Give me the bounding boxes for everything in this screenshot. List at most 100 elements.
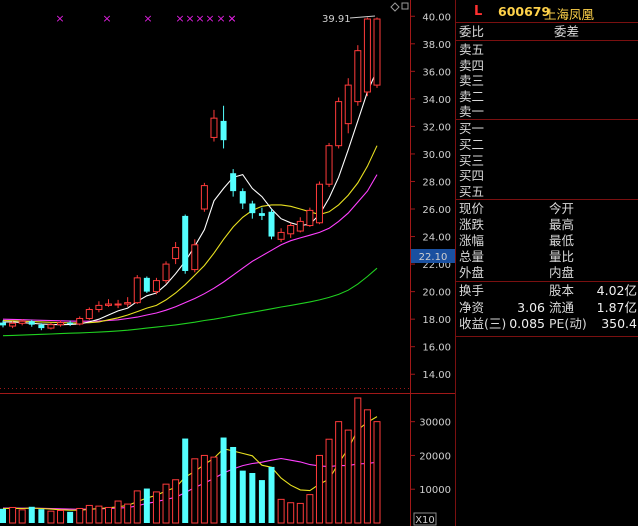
ask-row[interactable]: 卖一 [456,103,638,120]
ma10-line [2,145,378,324]
volume-bar [124,503,132,524]
event-marker: × [55,12,64,25]
volume-bar [268,466,275,523]
candle-body [373,18,381,86]
event-marker: × [227,12,236,25]
event-marker: × [185,12,194,25]
field-label: 最低 [549,233,575,248]
stat-label: PE(动) [549,316,587,331]
price-tick-label: 16.00 [422,343,451,354]
price-tick-label: 14.00 [422,370,451,381]
field-label: 内盘 [549,265,575,280]
event-marker: × [205,12,214,25]
event-markers: × × × × × × × × ×× [55,12,236,25]
stat-value: 350.4 [601,316,637,331]
stock-name[interactable]: 上海凤凰 [544,7,595,22]
volume-bar [210,456,218,524]
bid-label: 买五 [459,184,485,200]
ma5-line [3,69,378,326]
vol_ma10-line [3,457,378,510]
volume-bar [114,500,122,524]
ask-row[interactable]: 卖五 [456,41,638,58]
stat-value: 4.02亿 [596,283,637,298]
candle-body [124,302,132,305]
stat-row: 收益(三) 0.085 PE(动) 350.4 [456,315,638,332]
candle-body [152,280,160,293]
candle-body [67,322,74,324]
price-tick-label: 32.00 [422,122,451,133]
volume-bar [182,438,189,523]
stat-value: 1.87亿 [596,299,637,315]
volume-bar [287,502,295,524]
price-tick-label: 20.00 [422,288,451,299]
candle-body [18,320,26,324]
chart-options-icon[interactable] [390,2,409,12]
bid-row[interactable]: 买五 [456,183,638,200]
volume-bar [85,504,93,524]
ask-row[interactable]: 卖二 [456,88,638,105]
quote-field-row: 外盘 内盘 [456,264,638,281]
price-tick-label: 40.00 [422,12,451,23]
ask-label: 卖一 [459,104,485,119]
field-label: 外盘 [459,265,485,280]
candle-body [258,213,265,216]
candle-body [344,84,352,125]
candle-body [277,231,285,240]
volume-bar [191,458,199,524]
stat-label: 净资 [459,299,485,315]
volume-bar [200,454,208,524]
candle-body [143,277,150,292]
candle-body [172,247,180,260]
volume-bar [57,510,65,524]
candle-body [363,18,371,93]
stat-label: 换手 [459,283,485,298]
volume-bar [344,429,352,524]
candle-body [104,303,112,306]
event-marker: × [102,12,111,25]
weibi-label: 委比 [459,24,485,39]
candle-body [57,322,65,326]
candle-body [162,263,170,282]
kline-chart[interactable]: × × × × × × × × ×× 40.00 38.00 36.00 34.00 32.00 30.0… [0,0,455,526]
event-marker: × [195,12,204,25]
bid-row[interactable]: 买一 [456,120,638,137]
ask-label: 卖三 [459,73,485,88]
ask-row[interactable]: 卖三 [456,72,638,89]
volume-bar [95,505,103,524]
candlestick-series [0,17,381,331]
quote-field-row: 总量 量比 [456,248,638,265]
volume-bar [162,483,170,524]
candle-body [268,211,275,237]
weicha-label: 委差 [554,24,580,39]
volume-bar [104,506,112,524]
candle-body [325,145,333,185]
candle-body [38,324,45,329]
bid-row[interactable]: 买三 [456,152,638,169]
volume-bar [0,508,6,523]
volume-tick-label: 20000 [419,451,451,462]
candle-body [114,303,122,306]
volume-bar [306,494,314,524]
volume-axis: 30000 20000 10000 [410,418,451,496]
candle-body [133,277,141,304]
bid-row[interactable]: 买二 [456,136,638,153]
field-label: 涨幅 [459,233,485,248]
event-marker: × [143,12,152,25]
volume-bar [76,507,84,524]
ask-row[interactable]: 卖四 [456,57,638,74]
field-label: 现价 [459,201,485,216]
bid-label: 买四 [459,168,485,184]
moving-average-lines [2,69,378,337]
candle-body [306,209,314,227]
volume-tick-label: 10000 [419,485,451,496]
volume-bar [258,480,265,523]
divider [456,22,638,23]
stock-code[interactable]: 600679 [498,4,551,19]
volume-bar [277,498,285,524]
candle-body [85,309,93,319]
price-tick-label: 30.00 [422,150,451,161]
bid-row[interactable]: 买四 [456,167,638,184]
price-tick-label: 26.00 [422,205,451,216]
volume-unit-tag: X10 [413,512,437,526]
candle-body [335,101,343,147]
